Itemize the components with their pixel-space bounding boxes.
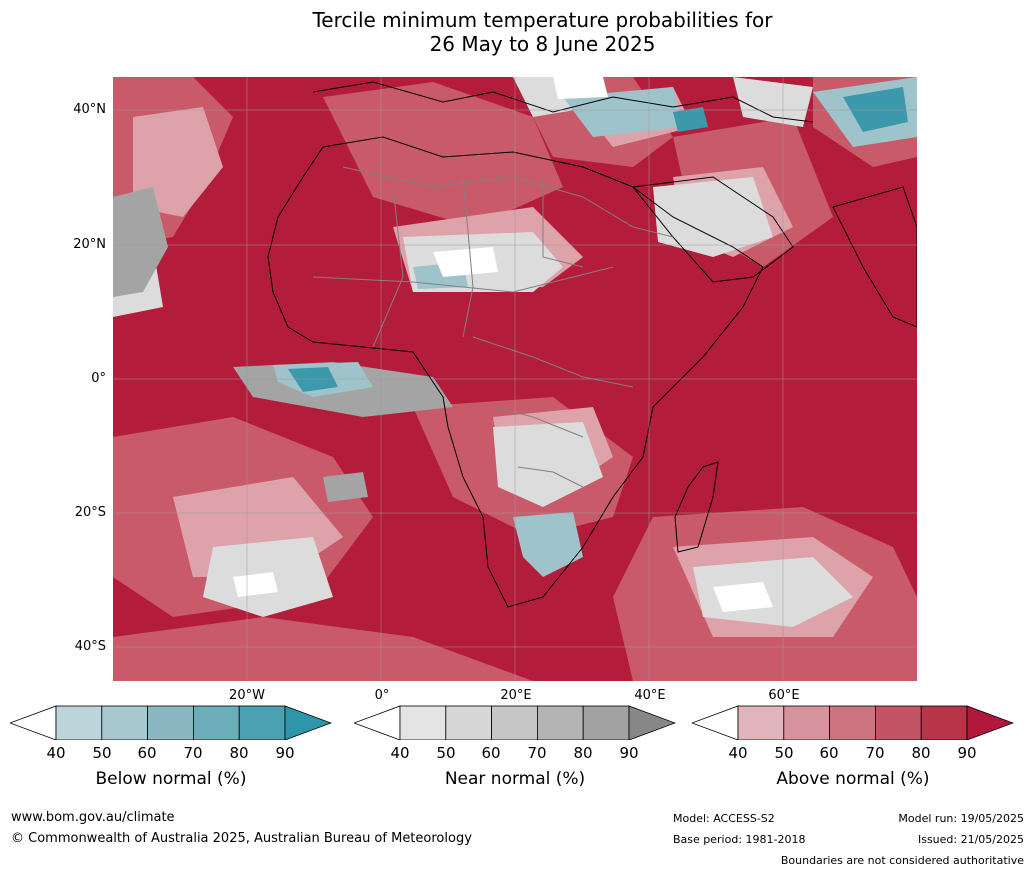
issued-text: Issued: 21/05/2025 xyxy=(917,833,1024,846)
website-link[interactable]: www.bom.gov.au/climate xyxy=(11,810,175,825)
tick: 50 xyxy=(92,744,112,762)
tick: 50 xyxy=(436,744,456,762)
tick: 80 xyxy=(229,744,249,762)
tick: 40 xyxy=(728,744,748,762)
lon-label-20w: 20°W xyxy=(229,688,265,703)
colorbar-near-label: Near normal (%) xyxy=(444,769,586,789)
lat-label-20n: 20°N xyxy=(73,237,106,252)
lat-label-0: 0° xyxy=(91,371,106,386)
probability-map xyxy=(113,77,917,681)
tick: 70 xyxy=(865,744,885,762)
colorbar-below-normal xyxy=(10,705,332,740)
colorbar-high-extension xyxy=(284,705,332,740)
colorbar-below-ticks: 40 50 60 70 80 90 xyxy=(10,744,332,764)
copyright-text: © Commonwealth of Australia 2025, Austra… xyxy=(11,831,472,846)
colorbar-above-label: Above normal (%) xyxy=(776,769,930,789)
arabia-coastline xyxy=(632,176,794,283)
colorbar-segment xyxy=(147,705,194,740)
graticule xyxy=(113,77,917,681)
model-text: Model: ACCESS-S2 xyxy=(673,812,775,825)
india-coastline xyxy=(832,186,917,328)
colorbar-segment xyxy=(55,705,103,740)
title-line-1: Tercile minimum temperature probabilitie… xyxy=(312,8,773,32)
colorbar-segment xyxy=(874,705,922,740)
tick: 60 xyxy=(137,744,157,762)
below-normal-strong-regions xyxy=(288,87,908,392)
tick: 40 xyxy=(46,744,66,762)
title-line-2: 26 May to 8 June 2025 xyxy=(429,32,656,56)
colorbar-segment xyxy=(101,705,149,740)
colorbar-below-label: Below normal (%) xyxy=(95,769,247,789)
tick: 90 xyxy=(275,744,295,762)
tick: 80 xyxy=(573,744,593,762)
tick: 50 xyxy=(774,744,794,762)
lon-label-40e: 40°E xyxy=(634,688,666,703)
lat-label-40s: 40°S xyxy=(74,639,106,654)
colorbar-segment xyxy=(783,705,831,740)
europe-coastline xyxy=(312,81,814,123)
base-period-text: Base period: 1981-2018 xyxy=(673,833,806,846)
tick: 60 xyxy=(819,744,839,762)
colorbar-segment xyxy=(238,705,286,740)
colorbar-high-extension xyxy=(966,705,1014,740)
colorbar-near-ticks: 40 50 60 70 80 90 xyxy=(354,744,676,764)
lon-label-20e: 20°E xyxy=(500,688,532,703)
disclaimer-text: Boundaries are not considered authoritat… xyxy=(780,854,1024,867)
colorbar-above-normal xyxy=(692,705,1014,740)
tick: 60 xyxy=(481,744,501,762)
lat-label-20s: 20°S xyxy=(74,505,106,520)
colorbar-high-extension xyxy=(628,705,676,740)
colorbar-segment xyxy=(491,705,538,740)
colorbar-segment xyxy=(399,705,447,740)
lat-label-40n: 40°N xyxy=(73,102,106,117)
colorbar-segment xyxy=(536,705,584,740)
tick: 80 xyxy=(911,744,931,762)
low-probability-regions xyxy=(233,77,773,612)
colorbar-above-ticks: 40 50 60 70 80 90 xyxy=(692,744,1014,764)
tick: 40 xyxy=(390,744,410,762)
lon-label-0: 0° xyxy=(374,688,390,703)
colorbar-segment xyxy=(192,705,240,740)
colorbar-low-extension xyxy=(692,705,739,740)
colorbar-segment xyxy=(582,705,630,740)
madagascar-coastline xyxy=(674,461,719,553)
colorbar-low-extension xyxy=(10,705,57,740)
colorbar-segment xyxy=(737,705,785,740)
map-canvas xyxy=(113,77,917,681)
colorbar-low-extension xyxy=(354,705,401,740)
tick: 70 xyxy=(527,744,547,762)
country-borders xyxy=(312,166,674,488)
model-run-text: Model run: 19/05/2025 xyxy=(898,812,1024,825)
tick: 70 xyxy=(183,744,203,762)
tick: 90 xyxy=(957,744,977,762)
colorbar-segment xyxy=(920,705,968,740)
lon-label-60e: 60°E xyxy=(768,688,800,703)
map-title: Tercile minimum temperature probabilitie… xyxy=(0,8,1035,56)
tick: 90 xyxy=(619,744,639,762)
colorbar-segment xyxy=(445,705,493,740)
colorbar-near-normal xyxy=(354,705,676,740)
colorbar-segment xyxy=(829,705,876,740)
